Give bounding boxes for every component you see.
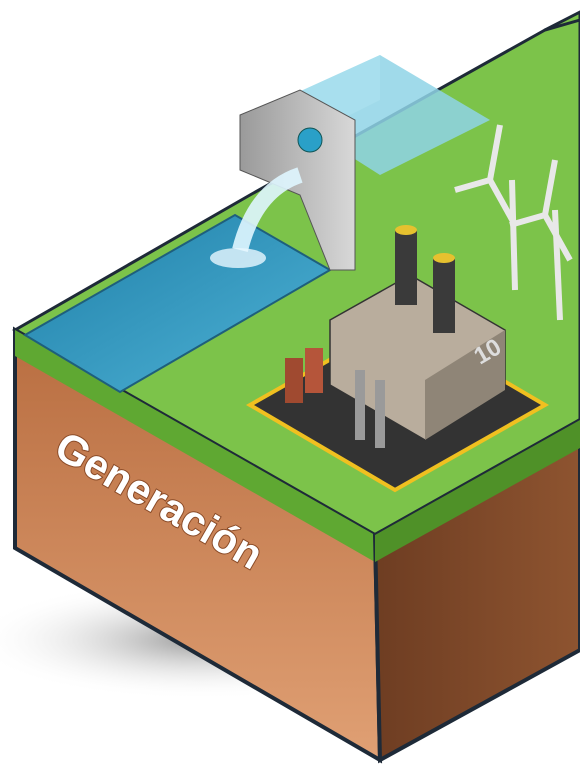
chimney-top xyxy=(433,253,455,263)
chimney xyxy=(395,230,417,305)
page: 10 Generación (() => { const data = JSON… xyxy=(0,0,580,765)
chimney-top xyxy=(395,225,417,235)
tank xyxy=(285,358,303,403)
illustration: 10 Generación xyxy=(0,0,580,765)
turbine xyxy=(298,128,322,152)
splash xyxy=(210,248,266,268)
chimney xyxy=(433,258,455,333)
tank xyxy=(305,348,323,393)
